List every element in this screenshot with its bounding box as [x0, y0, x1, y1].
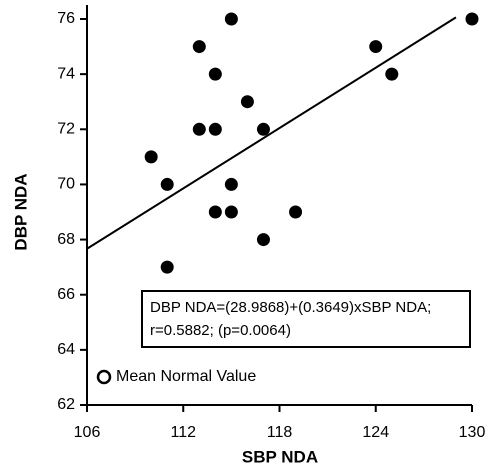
point [465, 12, 479, 26]
x-tick-label: 118 [267, 424, 293, 441]
point [208, 205, 222, 219]
y-axis-title: DBP NDA [11, 173, 30, 250]
point [224, 177, 238, 191]
annotation-box [141, 290, 471, 348]
point [224, 12, 238, 26]
regression-line [86, 16, 457, 250]
point [256, 233, 270, 247]
annotation: DBP NDA=(28.9868)+(0.3649)xSBP NDA; [150, 299, 431, 316]
y-tick-label: 68 [57, 231, 75, 248]
point [240, 95, 254, 109]
annotation: r=0.5882; (p=0.0064) [150, 322, 291, 339]
y-tick-label: 64 [57, 341, 75, 358]
x-tick-label: 124 [362, 424, 389, 441]
point [256, 122, 270, 136]
y-tick-label: 70 [57, 176, 75, 193]
y-tick-label: 76 [57, 10, 75, 27]
point [224, 205, 238, 219]
y-tick-label: 62 [57, 396, 75, 413]
point [369, 40, 383, 54]
x-tick-label: 130 [459, 424, 486, 441]
point [192, 40, 206, 54]
legend-marker [96, 369, 112, 385]
legend-label: Mean Normal Value [116, 368, 256, 385]
y-tick-label: 72 [57, 121, 75, 138]
y-tick-label: 66 [57, 286, 75, 303]
point [192, 122, 206, 136]
x-tick-label: 106 [74, 424, 101, 441]
point [160, 260, 174, 274]
point [289, 205, 303, 219]
point [160, 177, 174, 191]
point [144, 150, 158, 164]
point [208, 122, 222, 136]
y-tick-label: 74 [57, 65, 75, 82]
point [385, 67, 399, 81]
x-tick-label: 112 [170, 424, 196, 441]
x-axis-title: SBP NDA [242, 447, 318, 466]
point [208, 67, 222, 81]
